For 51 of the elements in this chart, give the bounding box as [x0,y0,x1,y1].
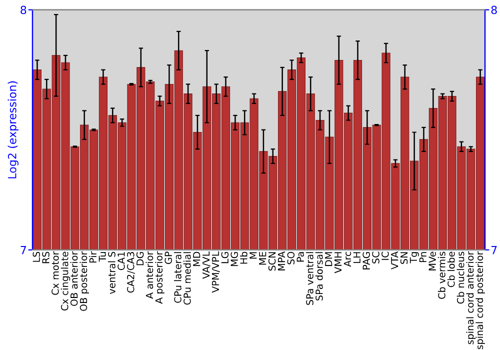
x-tick-label: Arc [344,252,352,267]
x-tick-label: GP [164,252,172,264]
x-tick-label: LG [221,252,229,264]
x-tick-label: MPA [278,251,285,270]
x-tick-label: Cx motor [52,251,59,295]
x-tick-label: VTA [391,251,398,270]
y2-tick-label: 8 [491,6,497,14]
x-tick-label: CA1 [118,252,125,270]
x-tick-label: DG [136,252,144,266]
x-tick-label: IC [382,252,389,260]
x-tick-label: Cb lobe [447,252,455,288]
x-tick-label: CPu lateral [174,252,182,303]
x-tick-label: SN [400,252,408,264]
x-tick-label: ME [259,252,266,265]
x-tick-label: VPM/VPL [212,251,220,293]
x-tick-label: SO [287,252,295,264]
x-tick-label: Pa [296,252,304,262]
x-tick-label: SPa ventral [306,252,314,305]
y-axis-title: Log2 (expression) [8,81,18,178]
x-tick-label: M [250,252,257,259]
x-tick-label: PAG [362,252,370,270]
x-tick-label: ventral S [108,252,116,294]
x-tick-label: Cx cingulate [60,252,70,311]
x-tick-label: VA/VL [202,251,210,279]
x-tick-label: Pir [89,251,96,263]
x-tick-label: CA2/CA3 [127,252,136,293]
x-tick-label: LS [32,252,40,262]
x-tick-label: Cb nucleus [456,252,464,304]
x-tick-label: LH [353,252,360,263]
x-tick-label: SC [372,252,380,264]
x-tick-label: SCN [268,252,276,271]
x-tick-label: MVe [428,252,436,270]
x-tick-label: OB anterior [70,251,78,306]
x-tick-label: spinal cord anterior [466,251,476,344]
x-tick-label: SPa dorsal [315,252,323,300]
x-tick-label: CPu medial [183,252,191,305]
x-tick-label: spinal cord posterior [476,251,485,350]
x-tick-label: A posterior [155,251,164,304]
x-tick-label: OB posterior [80,251,89,311]
x-tick-label: MG [230,252,238,266]
y2-tick-label: 7 [491,246,497,254]
x-tick-label: DM [325,252,332,266]
x-tick-label: Hb [240,252,248,264]
x-tick-label: Tg [410,252,419,264]
x-tick-label: Tu [98,252,106,262]
x-tick-label: A anterior [146,251,154,299]
x-tick-label: VMH [334,252,342,274]
x-tick-label: MD [193,252,200,266]
x-tick-label: Cb vermis [438,252,446,299]
x-tick-label: RS [42,252,50,264]
x-tick-label: Pn [419,252,426,262]
